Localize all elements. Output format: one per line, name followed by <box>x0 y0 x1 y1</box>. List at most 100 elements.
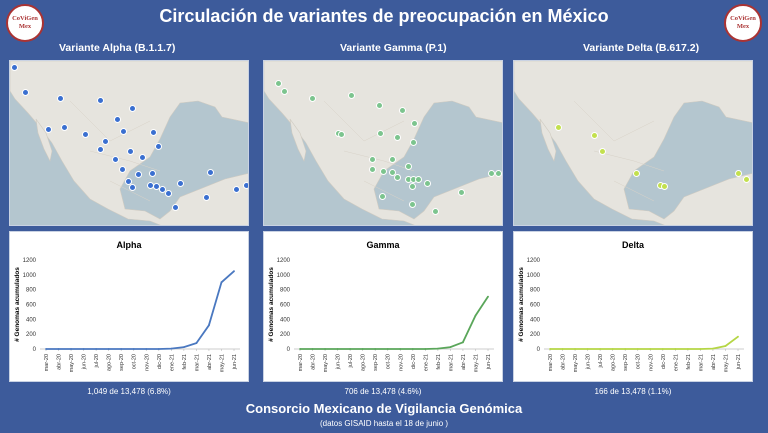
footer-title: Consorcio Mexicano de Vigilancia Genómic… <box>245 401 523 416</box>
sample-location-dot[interactable] <box>45 126 52 133</box>
sample-location-dot[interactable] <box>114 116 121 123</box>
sample-location-dot[interactable] <box>411 120 418 127</box>
sample-location-dot[interactable] <box>410 139 417 146</box>
sample-location-dot[interactable] <box>102 138 109 145</box>
sample-location-dot[interactable] <box>389 169 396 176</box>
x-tick-label: jul-20 <box>348 354 354 368</box>
sample-location-dot[interactable] <box>409 201 416 208</box>
sample-location-dot[interactable] <box>112 156 119 163</box>
sample-location-dot[interactable] <box>207 169 214 176</box>
map-alpha[interactable] <box>9 60 249 226</box>
sample-location-dot[interactable] <box>377 130 384 137</box>
sample-location-dot[interactable] <box>338 131 345 138</box>
data-point <box>487 295 489 298</box>
sample-location-dot[interactable] <box>376 102 383 109</box>
data-point <box>145 348 148 350</box>
count-delta: 166 de 13,478 (1.1%) <box>594 387 672 396</box>
sample-location-dot[interactable] <box>119 166 126 173</box>
x-tick-label: dic-20 <box>411 354 417 369</box>
data-point <box>195 342 198 344</box>
sample-location-dot[interactable] <box>150 129 157 136</box>
sample-location-dot[interactable] <box>159 186 166 193</box>
x-tick-label: nov-20 <box>398 354 404 371</box>
sample-location-dot[interactable] <box>127 148 134 155</box>
sample-location-dot[interactable] <box>243 182 248 189</box>
series-line <box>46 270 235 350</box>
data-point <box>712 347 714 350</box>
sample-location-dot[interactable] <box>458 189 465 196</box>
x-tick-label: jun-21 <box>736 354 742 370</box>
sample-location-dot[interactable] <box>139 154 146 161</box>
sample-location-dot[interactable] <box>165 190 172 197</box>
sample-location-dot[interactable] <box>369 166 376 173</box>
sample-location-dot[interactable] <box>743 176 750 183</box>
sample-location-dot[interactable] <box>735 170 742 177</box>
sample-location-dot[interactable] <box>135 171 142 178</box>
map-land <box>264 61 502 225</box>
data-point <box>624 348 627 350</box>
sample-location-dot[interactable] <box>57 95 64 102</box>
map-gamma[interactable] <box>263 60 503 226</box>
sample-location-dot[interactable] <box>599 148 606 155</box>
sample-location-dot[interactable] <box>432 208 439 215</box>
data-point <box>462 341 464 344</box>
x-tick-label: sep-20 <box>119 354 125 371</box>
sample-location-dot[interactable] <box>61 124 68 131</box>
sample-location-dot[interactable] <box>488 170 495 177</box>
sample-location-dot[interactable] <box>281 88 288 95</box>
y-tick-label: 0 <box>287 347 291 353</box>
sample-location-dot[interactable] <box>309 95 316 102</box>
sample-location-dot[interactable] <box>120 128 127 135</box>
sample-location-dot[interactable] <box>177 180 184 187</box>
x-tick-label: ago-20 <box>107 354 113 371</box>
sample-location-dot[interactable] <box>424 180 431 187</box>
sample-location-dot[interactable] <box>389 156 396 163</box>
sample-location-dot[interactable] <box>633 170 640 177</box>
y-tick-label: 400 <box>26 317 37 323</box>
sample-location-dot[interactable] <box>348 92 355 99</box>
sample-location-dot[interactable] <box>399 107 406 114</box>
sample-location-dot[interactable] <box>22 89 29 96</box>
y-tick-label: 0 <box>33 347 37 353</box>
sample-location-dot[interactable] <box>394 134 401 141</box>
sample-location-dot[interactable] <box>155 143 162 150</box>
sample-location-dot[interactable] <box>129 105 136 112</box>
sample-location-dot[interactable] <box>379 193 386 200</box>
sample-location-dot[interactable] <box>415 176 422 183</box>
x-tick-label: mar-21 <box>448 354 454 371</box>
data-point <box>220 281 223 284</box>
sample-location-dot[interactable] <box>591 132 598 139</box>
x-tick-label: may-21 <box>473 354 479 372</box>
sample-location-dot[interactable] <box>97 97 104 104</box>
sample-location-dot[interactable] <box>172 204 179 211</box>
sample-location-dot[interactable] <box>555 124 562 131</box>
map-delta[interactable] <box>513 60 753 226</box>
sample-location-dot[interactable] <box>233 186 240 193</box>
sample-location-dot[interactable] <box>495 170 502 177</box>
sample-location-dot[interactable] <box>149 170 156 177</box>
data-point <box>107 348 110 350</box>
sample-location-dot[interactable] <box>380 168 387 175</box>
y-tick-label: 600 <box>280 303 291 309</box>
x-tick-label: feb-21 <box>182 354 188 370</box>
sample-location-dot[interactable] <box>97 146 104 153</box>
sample-location-dot[interactable] <box>203 194 210 201</box>
sample-location-dot[interactable] <box>409 183 416 190</box>
sample-location-dot[interactable] <box>125 178 132 185</box>
sample-location-dot[interactable] <box>661 183 668 190</box>
sample-location-dot[interactable] <box>82 131 89 138</box>
baja-peninsula <box>289 118 307 162</box>
sample-location-dot[interactable] <box>405 163 412 170</box>
sample-location-dot[interactable] <box>129 184 136 191</box>
data-point <box>424 348 427 350</box>
data-point <box>95 348 98 350</box>
data-point <box>411 348 414 350</box>
sample-location-dot[interactable] <box>369 156 376 163</box>
y-tick-label: 400 <box>280 317 291 323</box>
sample-location-dot[interactable] <box>11 64 18 71</box>
x-tick-label: jul-20 <box>94 354 100 368</box>
data-point <box>374 348 377 350</box>
sample-location-dot[interactable] <box>394 174 401 181</box>
data-point <box>724 345 727 347</box>
sample-location-dot[interactable] <box>275 80 282 87</box>
